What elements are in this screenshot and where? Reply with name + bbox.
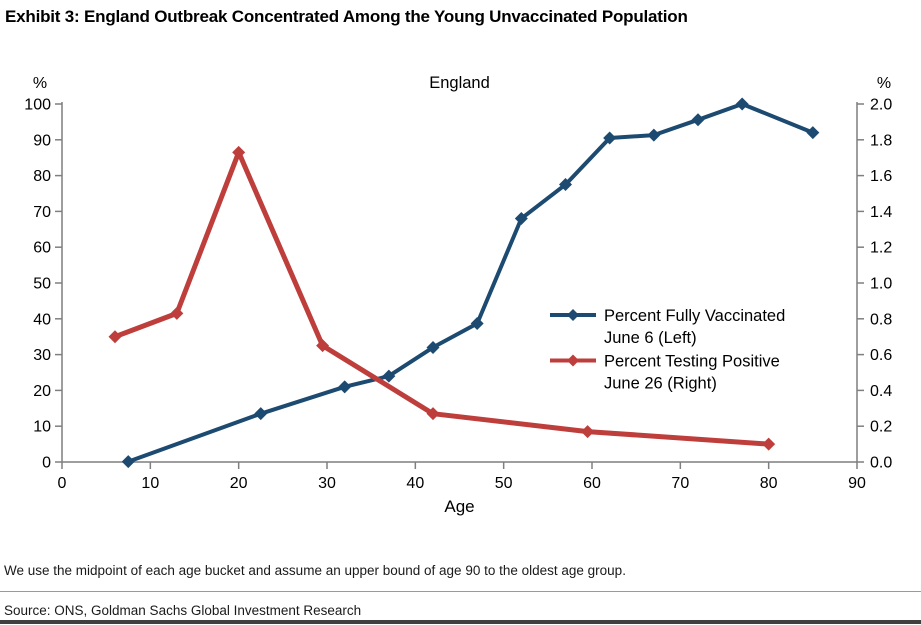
right-axis-unit: % [877,75,891,92]
data-point-marker [762,437,776,451]
left-tick-label: 50 [33,276,51,293]
series-line [126,102,815,464]
chart-footnote: We use the midpoint of each age bucket a… [4,563,626,578]
data-point-marker [316,339,330,353]
right-tick-label: 2.0 [870,97,892,114]
data-point-marker [232,145,246,159]
legend: Percent Fully Vaccinated June 6 (Left) Per… [550,307,785,393]
data-point-marker [121,455,135,469]
x-tick-label: 10 [141,475,159,492]
chart-area: England%% 0 10 20 30 40 50 60 70 80 90 100 0.0 0.2 0.4… [24,74,892,516]
x-tick-label: 80 [760,475,778,492]
legend-label: Percent Fully Vaccinated [604,307,785,325]
bottom-border-bar [0,620,921,624]
left-tick-label: 80 [33,168,51,185]
x-tick-label: 50 [495,475,513,492]
data-point-marker [514,212,528,226]
data-point-marker [470,316,484,330]
data-point-marker [426,340,440,354]
right-tick-label: 0.2 [870,419,892,436]
x-axis-title: Age [444,497,474,516]
right-tick-label: 1.8 [870,132,892,149]
right-tick-label: 0.0 [870,455,892,472]
data-point-marker [735,97,749,111]
right-tick-label: 1.4 [870,204,892,221]
source-attribution: Source: ONS, Goldman Sachs Global Invest… [4,603,362,618]
data-point-marker [254,407,268,421]
right-tick-label: 0.6 [870,347,892,364]
left-tick-label: 100 [24,97,51,114]
right-tick-label: 0.4 [870,383,892,400]
exhibit-title: Exhibit 3: England Outbreak Concentrated… [5,7,688,26]
x-tick-label: 70 [671,475,689,492]
left-tick-label: 30 [33,347,51,364]
left-tick-label: 40 [33,311,51,328]
left-tick-label: 60 [33,240,51,257]
data-point-marker [108,330,122,344]
data-point-marker [559,178,572,192]
x-tick-label: 40 [406,475,424,492]
legend-label: Percent Testing Positive [604,353,780,371]
data-point-marker [170,306,184,320]
x-tick-label: 0 [58,475,67,492]
legend-label: June 26 (Right) [604,375,717,393]
legend-marker-diamond [567,354,579,367]
right-tick-label: 0.8 [870,311,892,328]
legend-label: June 6 (Left) [604,329,697,347]
axes [61,102,858,463]
series-line [112,149,772,447]
right-tick-label: 1.0 [870,276,892,293]
left-axis-unit: % [33,75,47,92]
data-point-marker [603,131,617,145]
data-point-marker [647,128,661,142]
x-tick-label: 60 [583,475,601,492]
data-point-marker [338,380,352,394]
left-tick-label: 10 [33,419,51,436]
data-point-marker [806,126,820,140]
chart-title: England [429,74,490,92]
line-chart: England% %01020304050607080901000.00.20.4… [24,74,892,516]
data-point-marker [691,113,705,127]
left-tick-label: 20 [33,383,51,400]
legend-marker-diamond [567,309,579,321]
right-tick-label: 1.2 [870,240,892,257]
left-tick-label: 0 [42,455,51,472]
x-tick-label: 30 [318,475,336,492]
left-tick-label: 90 [33,132,51,149]
series-1 [108,145,776,451]
data-point-marker [426,407,440,421]
x-tick-label: 90 [848,475,866,492]
data-point-marker [581,425,595,439]
x-tick-label: 20 [230,475,248,492]
left-tick-label: 70 [33,204,51,221]
divider-line [0,591,921,592]
data-point-marker [382,369,396,383]
right-tick-label: 1.6 [870,168,892,185]
series-0 [121,97,820,469]
